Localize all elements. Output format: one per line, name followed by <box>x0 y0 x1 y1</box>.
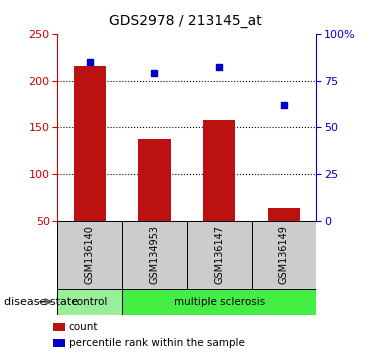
Bar <box>122 289 316 315</box>
Bar <box>57 221 122 289</box>
Bar <box>53 322 65 331</box>
Text: GDS2978 / 213145_at: GDS2978 / 213145_at <box>109 14 261 28</box>
Point <box>151 70 157 76</box>
Bar <box>53 339 65 347</box>
Text: percentile rank within the sample: percentile rank within the sample <box>68 338 245 348</box>
Bar <box>122 221 187 289</box>
Bar <box>138 139 171 221</box>
Text: GSM136149: GSM136149 <box>279 225 289 284</box>
Bar <box>187 221 252 289</box>
Text: control: control <box>71 297 108 307</box>
Text: disease state: disease state <box>4 297 78 307</box>
Bar <box>268 208 300 221</box>
Text: GSM134953: GSM134953 <box>149 225 159 284</box>
Point <box>216 64 222 70</box>
Text: count: count <box>68 322 98 332</box>
Point <box>281 102 287 108</box>
Text: GSM136140: GSM136140 <box>85 225 95 284</box>
Bar <box>74 67 106 221</box>
Bar <box>252 221 316 289</box>
Bar <box>57 289 122 315</box>
Text: GSM136147: GSM136147 <box>214 225 224 284</box>
Point <box>87 59 92 65</box>
Bar <box>203 120 235 221</box>
Text: multiple sclerosis: multiple sclerosis <box>174 297 265 307</box>
